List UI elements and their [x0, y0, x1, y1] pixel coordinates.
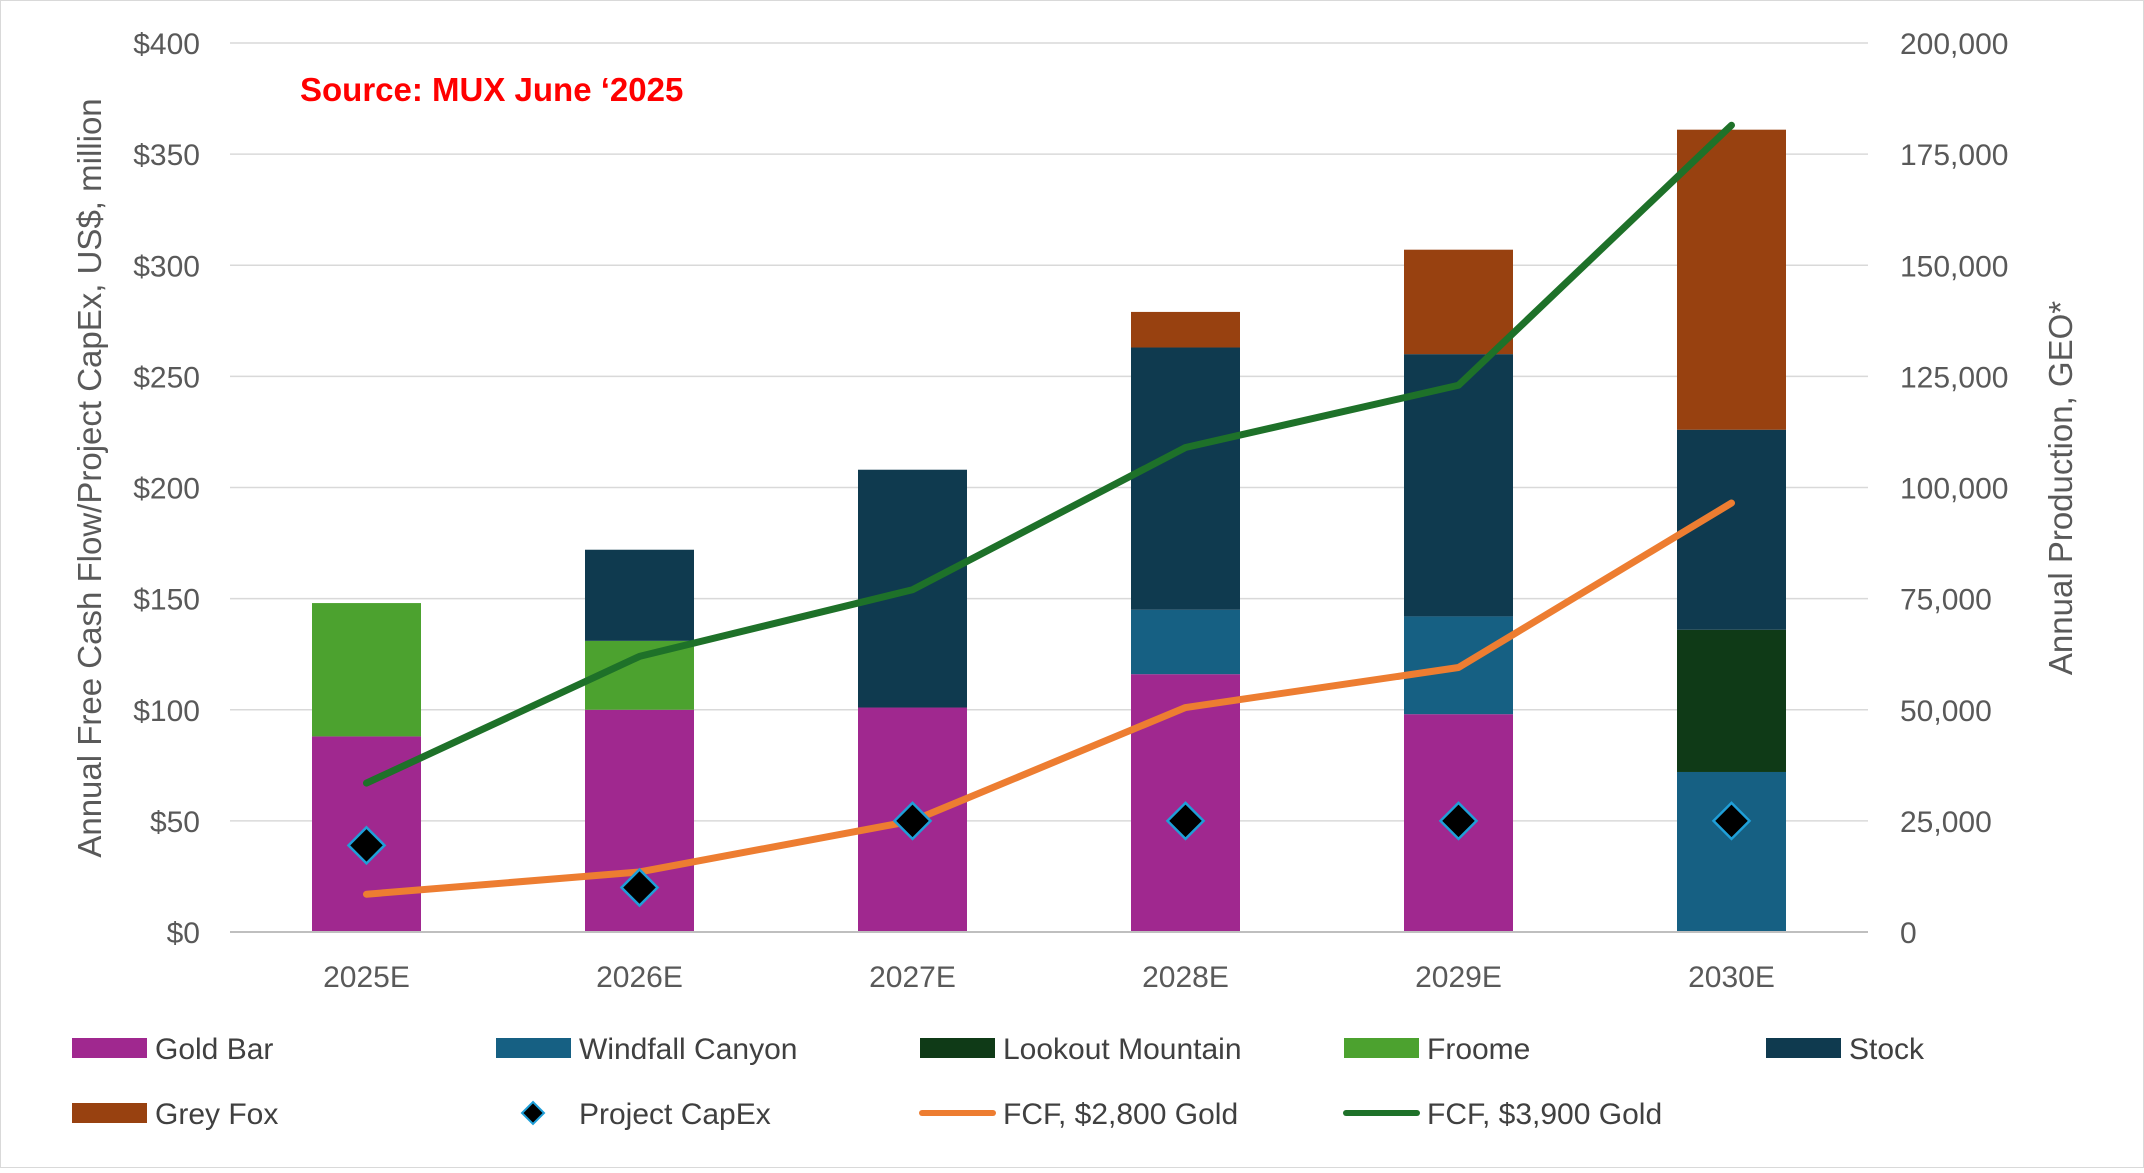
bar-grey-fox	[1131, 311, 1240, 348]
legend-swatch	[72, 1103, 147, 1123]
right-tick-label: 200,000	[1900, 28, 2008, 61]
capex-marker	[1165, 801, 1206, 841]
capex-marker	[619, 867, 660, 908]
x-tick-label: 2030E	[1688, 961, 1775, 994]
right-tick-label: 75,000	[1900, 584, 1992, 617]
legend-swatch	[1766, 1038, 1841, 1058]
legend-swatch	[520, 1100, 546, 1126]
bar-froome	[312, 603, 421, 737]
legend-item: FCF, $2,800 Gold	[919, 1098, 1238, 1131]
x-tick-label: 2029E	[1415, 961, 1502, 994]
x-tick-label: 2027E	[869, 961, 956, 994]
legend-label: Lookout Mountain	[1003, 1033, 1242, 1066]
right-tick-label: 100,000	[1900, 473, 2008, 506]
bar-stock	[1404, 354, 1513, 617]
legend-label: Gold Bar	[155, 1033, 273, 1066]
x-tick-label: 2028E	[1142, 961, 1229, 994]
legend-label: FCF, $2,800 Gold	[1003, 1098, 1238, 1131]
left-tick-label: $50	[150, 806, 200, 839]
legend: Gold Bar Windfall Canyon Lookout Mountain F…	[72, 1033, 1925, 1131]
legend-label: Windfall Canyon	[579, 1033, 797, 1066]
legend-item: Windfall Canyon	[496, 1033, 797, 1066]
gridlines	[230, 42, 1868, 933]
legend-label: Grey Fox	[155, 1098, 278, 1131]
line-fcf-3-900-gold	[363, 121, 1735, 787]
capex-marker	[1711, 801, 1752, 841]
legend-item: Stock	[1766, 1033, 1925, 1066]
left-tick-label: $250	[133, 361, 200, 394]
source-annotation: Source: MUX June ‘2025	[300, 71, 683, 108]
capex-marker	[1438, 801, 1479, 841]
capex-marker	[346, 825, 387, 866]
capex-marker	[892, 801, 933, 841]
right-tick-label: 0	[1900, 917, 1917, 950]
legend-item: FCF, $3,900 Gold	[1343, 1098, 1662, 1131]
bar-lookout-mountain	[1677, 629, 1786, 772]
legend-label: Stock	[1849, 1033, 1925, 1066]
bar-stock	[585, 549, 694, 641]
legend-label: Project CapEx	[579, 1098, 771, 1131]
x-tick-label: 2025E	[323, 961, 410, 994]
x-tick-label: 2026E	[596, 961, 683, 994]
left-tick-label: $0	[167, 917, 200, 950]
bar-windfall-canyon	[1131, 609, 1240, 675]
left-tick-label: $100	[133, 695, 200, 728]
right-tick-label: 25,000	[1900, 806, 1992, 839]
legend-item: Grey Fox	[72, 1098, 278, 1131]
right-tick-label: 175,000	[1900, 139, 2008, 172]
legend-swatch	[1344, 1038, 1419, 1058]
legend-label: Froome	[1427, 1033, 1530, 1066]
right-tick-label: 50,000	[1900, 695, 1992, 728]
right-tick-label: 125,000	[1900, 361, 2008, 394]
legend-swatch	[920, 1038, 995, 1058]
legend-swatch	[72, 1038, 147, 1058]
line-fcf-2-800-gold	[363, 499, 1735, 898]
bar-windfall-canyon	[1677, 771, 1786, 932]
left-tick-label: $300	[133, 250, 200, 283]
left-tick-label: $150	[133, 584, 200, 617]
right-axis-title: Annual Production, GEO*	[2042, 301, 2079, 675]
legend-label: FCF, $3,900 Gold	[1427, 1098, 1662, 1131]
fcf-lines	[363, 121, 1735, 898]
bar-grey-fox	[1677, 129, 1786, 430]
bar-stock	[1677, 429, 1786, 630]
capex-markers	[346, 801, 1752, 908]
left-tick-label: $350	[133, 139, 200, 172]
right-tick-label: 150,000	[1900, 250, 2008, 283]
bar-stock	[1131, 347, 1240, 610]
left-tick-label: $400	[133, 28, 200, 61]
legend-item: Froome	[1344, 1033, 1530, 1066]
legend-item: Project CapEx	[520, 1098, 771, 1131]
left-axis-title: Annual Free Cash Flow/Project CapEx, US$…	[71, 98, 108, 857]
legend-item: Lookout Mountain	[920, 1033, 1242, 1066]
left-tick-label: $200	[133, 473, 200, 506]
legend-item: Gold Bar	[72, 1033, 273, 1066]
axes: $0 $50 $100 $150 $200 $250 $300 $350 $400 0 25,000…	[133, 28, 2008, 994]
bar-grey-fox	[1404, 249, 1513, 355]
legend-swatch	[496, 1038, 571, 1058]
